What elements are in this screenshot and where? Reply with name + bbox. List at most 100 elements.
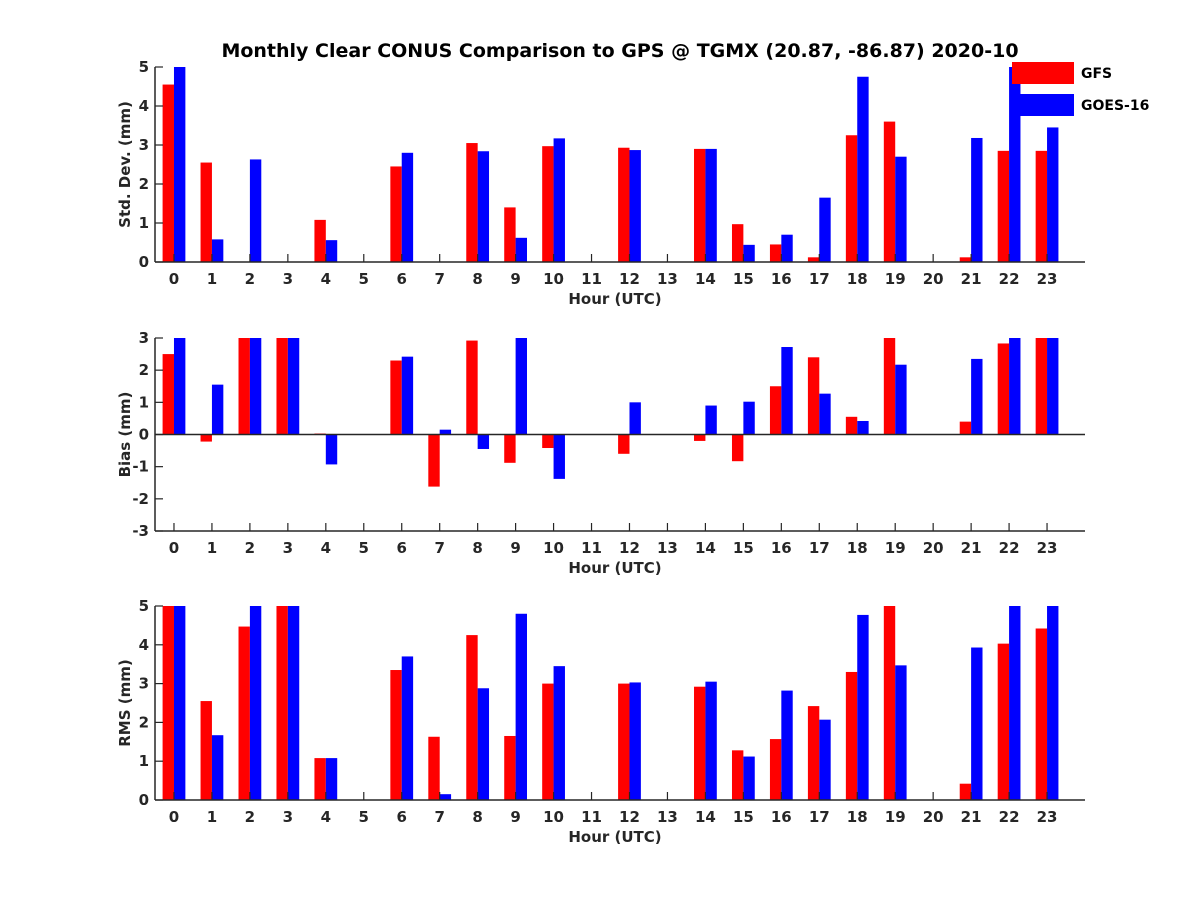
x-tick-label: 9: [510, 539, 520, 557]
legend-label-gfs: GFS: [1081, 66, 1112, 82]
x-axis-label: Hour (UTC): [568, 828, 661, 846]
bar-bias-goes-16-hour-19: [895, 364, 907, 435]
x-tick-label: 21: [961, 539, 982, 557]
x-tick-label: 17: [809, 539, 830, 557]
bar-bias-goes-16-hour-21: [971, 358, 983, 435]
bar-rms-goes-16-hour-16: [781, 690, 793, 800]
x-tick-label: 20: [923, 808, 944, 826]
x-tick-label: 10: [543, 270, 564, 288]
x-tick-label: 4: [321, 539, 331, 557]
bar-bias-goes-16-hour-0: [173, 338, 186, 435]
x-tick-label: 5: [359, 270, 369, 288]
x-tick-label: 22: [999, 808, 1020, 826]
x-tick-label: 23: [1037, 808, 1058, 826]
x-tick-label: 2: [245, 270, 255, 288]
bar-bias-goes-16-hour-17: [819, 393, 831, 435]
bar-rms-gfs-hour-7: [428, 736, 440, 800]
bar-stddev-goes-16-hour-16: [781, 234, 793, 262]
bar-bias-gfs-hour-18: [845, 416, 858, 435]
x-tick-label: 7: [434, 539, 444, 557]
bar-rms-gfs-hour-6: [390, 670, 402, 800]
y-tick-label: 2: [139, 361, 149, 379]
bar-rms-gfs-hour-17: [807, 706, 820, 800]
x-tick-label: 9: [510, 808, 520, 826]
bar-rms-goes-16-hour-1: [211, 735, 224, 800]
bar-bias-goes-16-hour-4: [325, 434, 338, 465]
bar-bias-gfs-hour-6: [390, 360, 402, 435]
y-tick-label: 0: [139, 253, 149, 271]
bar-bias-goes-16-hour-2: [249, 338, 262, 435]
legend-label-goes-16: GOES-16: [1081, 98, 1149, 114]
x-tick-label: 20: [923, 270, 944, 288]
bar-stddev-gfs-hour-0: [162, 84, 174, 262]
x-tick-label: 20: [923, 539, 944, 557]
bar-rms-gfs-hour-4: [314, 758, 326, 800]
x-tick-label: 9: [510, 270, 520, 288]
bar-stddev-gfs-hour-19: [883, 121, 896, 262]
x-tick-label: 11: [581, 270, 602, 288]
bar-rms-goes-16-hour-9: [515, 613, 527, 800]
bar-bias-goes-16-hour-3: [287, 338, 300, 435]
x-tick-label: 15: [733, 539, 754, 557]
x-tick-label: 3: [283, 808, 293, 826]
bar-rms-gfs-hour-0: [162, 606, 174, 800]
x-tick-label: 14: [695, 808, 716, 826]
x-tick-label: 1: [207, 808, 217, 826]
bar-stddev-gfs-hour-22: [997, 150, 1010, 262]
x-tick-label: 19: [885, 808, 906, 826]
y-tick-label: 3: [139, 675, 149, 693]
x-tick-label: 5: [359, 808, 369, 826]
y-tick-label: 4: [139, 636, 149, 654]
bar-stddev-goes-16-hour-6: [401, 152, 414, 262]
bar-bias-goes-16-hour-18: [857, 420, 869, 435]
bar-bias-gfs-hour-7: [428, 434, 440, 487]
x-tick-label: 2: [245, 539, 255, 557]
bar-stddev-goes-16-hour-18: [857, 76, 869, 262]
bar-rms-gfs-hour-10: [542, 683, 554, 800]
x-tick-label: 17: [809, 808, 830, 826]
bar-stddev-goes-16-hour-9: [515, 237, 527, 262]
bar-bias-gfs-hour-17: [807, 357, 820, 435]
bar-rms-goes-16-hour-15: [743, 756, 755, 800]
bar-rms-goes-16-hour-8: [477, 688, 490, 800]
bar-rms-gfs-hour-21: [959, 783, 972, 800]
y-axis-label: Std. Dev. (mm): [116, 101, 134, 228]
bar-bias-goes-16-hour-14: [705, 405, 717, 435]
bar-bias-gfs-hour-9: [504, 434, 516, 463]
bar-stddev-gfs-hour-9: [504, 207, 516, 262]
bar-rms-gfs-hour-12: [618, 683, 630, 800]
y-tick-label: 4: [139, 97, 149, 115]
y-axis-label: RMS (mm): [116, 659, 134, 746]
x-tick-label: 7: [434, 270, 444, 288]
bar-rms-gfs-hour-14: [694, 686, 706, 800]
x-tick-label: 8: [472, 270, 482, 288]
y-tick-label: 3: [139, 136, 149, 154]
y-tick-label: 5: [139, 597, 149, 615]
bar-bias-goes-16-hour-15: [743, 401, 755, 435]
bar-rms-goes-16-hour-17: [819, 719, 831, 800]
x-tick-label: 15: [733, 270, 754, 288]
bar-stddev-gfs-hour-1: [200, 162, 212, 262]
bar-rms-gfs-hour-19: [883, 606, 896, 800]
x-axis-label: Hour (UTC): [568, 290, 661, 308]
legend: GFS GOES-16: [1012, 62, 1149, 116]
bar-bias-gfs-hour-16: [769, 386, 782, 435]
y-tick-label: 2: [139, 175, 149, 193]
bar-stddev-goes-16-hour-19: [895, 156, 907, 262]
x-tick-label: 19: [885, 539, 906, 557]
y-tick-label: 5: [139, 58, 149, 76]
x-tick-label: 4: [321, 270, 331, 288]
bar-bias-goes-16-hour-7: [439, 429, 452, 435]
y-tick-label: -1: [132, 458, 149, 476]
bar-rms-goes-16-hour-0: [173, 606, 186, 800]
bar-rms-goes-16-hour-10: [553, 666, 565, 800]
x-tick-label: 0: [169, 539, 179, 557]
x-tick-label: 22: [999, 539, 1020, 557]
bar-rms-gfs-hour-16: [769, 739, 782, 800]
bar-rms-gfs-hour-3: [276, 606, 288, 800]
bar-bias-goes-16-hour-16: [781, 347, 793, 435]
x-tick-label: 15: [733, 808, 754, 826]
x-tick-label: 12: [619, 539, 640, 557]
bar-stddev-goes-16-hour-8: [477, 151, 490, 262]
